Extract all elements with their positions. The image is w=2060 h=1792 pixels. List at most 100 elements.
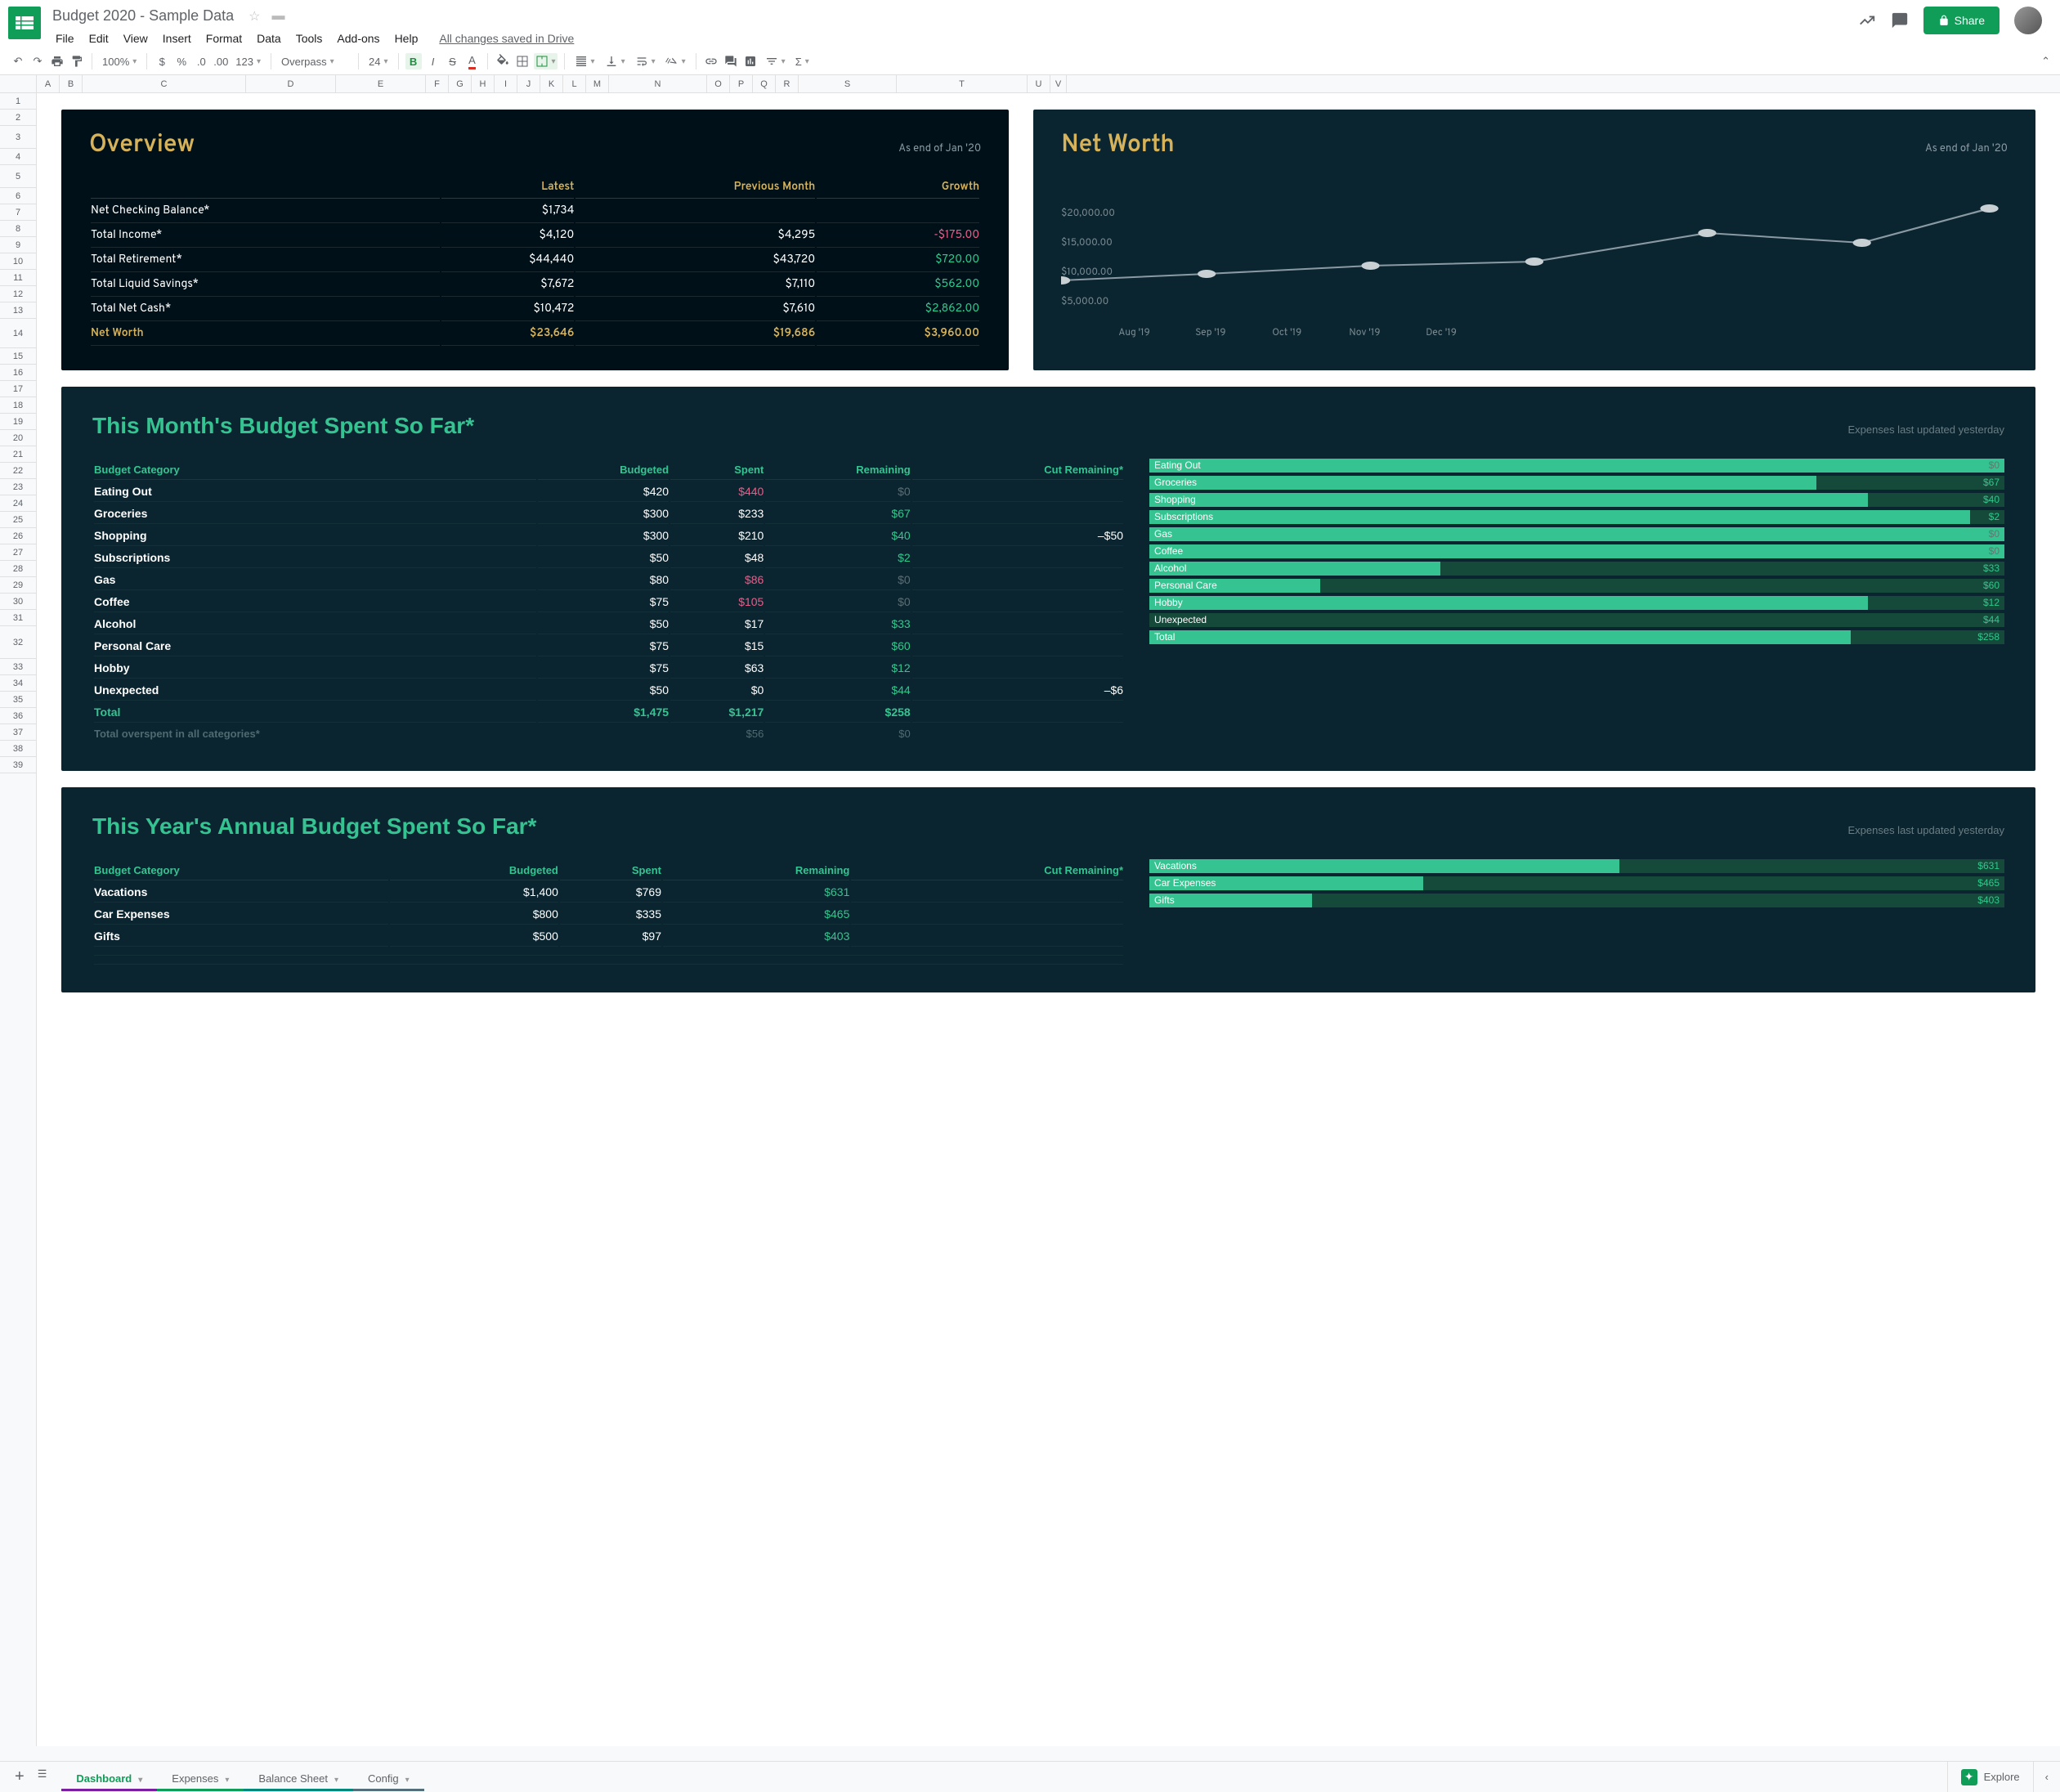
row-header-38[interactable]: 38 bbox=[0, 741, 36, 757]
col-header-S[interactable]: S bbox=[799, 75, 897, 92]
row-header-6[interactable]: 6 bbox=[0, 188, 36, 204]
comments-icon[interactable] bbox=[1891, 11, 1909, 29]
percent-icon[interactable]: % bbox=[173, 53, 190, 69]
row-header-34[interactable]: 34 bbox=[0, 675, 36, 692]
row-header-17[interactable]: 17 bbox=[0, 381, 36, 397]
row-header-15[interactable]: 15 bbox=[0, 348, 36, 365]
row-header-13[interactable]: 13 bbox=[0, 302, 36, 319]
col-header-J[interactable]: J bbox=[517, 75, 540, 92]
borders-button[interactable] bbox=[514, 53, 531, 69]
account-avatar[interactable] bbox=[2014, 7, 2042, 34]
redo-icon[interactable]: ↷ bbox=[29, 53, 46, 69]
strikethrough-button[interactable]: S bbox=[445, 53, 461, 69]
row-header-25[interactable]: 25 bbox=[0, 512, 36, 528]
col-header-I[interactable]: I bbox=[495, 75, 517, 92]
filter-button[interactable] bbox=[762, 53, 789, 69]
share-button[interactable]: Share bbox=[1923, 7, 2000, 34]
menu-edit[interactable]: Edit bbox=[83, 29, 115, 48]
activity-icon[interactable] bbox=[1858, 11, 1876, 29]
horizontal-align-button[interactable] bbox=[571, 53, 598, 69]
row-header-14[interactable]: 14 bbox=[0, 319, 36, 348]
insert-chart-icon[interactable] bbox=[742, 53, 759, 69]
drive-status[interactable]: All changes saved in Drive bbox=[432, 29, 580, 48]
insert-comment-icon[interactable] bbox=[723, 53, 739, 69]
font-dropdown[interactable]: Overpass bbox=[278, 54, 352, 69]
format-number-dropdown[interactable]: 123 bbox=[232, 54, 264, 69]
row-header-31[interactable]: 31 bbox=[0, 610, 36, 626]
text-rotation-button[interactable] bbox=[662, 53, 689, 69]
print-icon[interactable] bbox=[49, 53, 65, 69]
menu-format[interactable]: Format bbox=[199, 29, 249, 48]
col-header-R[interactable]: R bbox=[776, 75, 799, 92]
decrease-decimal-icon[interactable]: .0 bbox=[193, 53, 209, 69]
row-header-28[interactable]: 28 bbox=[0, 561, 36, 577]
row-header-20[interactable]: 20 bbox=[0, 430, 36, 446]
row-header-37[interactable]: 37 bbox=[0, 724, 36, 741]
row-header-23[interactable]: 23 bbox=[0, 479, 36, 495]
row-header-21[interactable]: 21 bbox=[0, 446, 36, 463]
col-header-M[interactable]: M bbox=[586, 75, 609, 92]
row-header-29[interactable]: 29 bbox=[0, 577, 36, 594]
undo-icon[interactable]: ↶ bbox=[10, 53, 26, 69]
increase-decimal-icon[interactable]: .00 bbox=[213, 53, 229, 69]
col-header-V[interactable]: V bbox=[1050, 75, 1067, 92]
row-header-18[interactable]: 18 bbox=[0, 397, 36, 414]
row-header-32[interactable]: 32 bbox=[0, 626, 36, 659]
currency-icon[interactable]: $ bbox=[154, 53, 170, 69]
col-header-A[interactable]: A bbox=[37, 75, 60, 92]
collapse-toolbar-icon[interactable]: ⌃ bbox=[2041, 55, 2050, 68]
menu-file[interactable]: File bbox=[49, 29, 81, 48]
sheet-tab-config[interactable]: Config bbox=[353, 1763, 424, 1791]
star-icon[interactable]: ☆ bbox=[249, 8, 260, 25]
all-sheets-icon[interactable]: ☰ bbox=[38, 1767, 47, 1786]
col-header-P[interactable]: P bbox=[730, 75, 753, 92]
side-panel-toggle[interactable]: ‹ bbox=[2033, 1762, 2060, 1792]
row-header-19[interactable]: 19 bbox=[0, 414, 36, 430]
row-header-27[interactable]: 27 bbox=[0, 544, 36, 561]
text-wrap-button[interactable] bbox=[632, 53, 659, 69]
row-header-10[interactable]: 10 bbox=[0, 253, 36, 270]
menu-help[interactable]: Help bbox=[388, 29, 425, 48]
col-header-U[interactable]: U bbox=[1028, 75, 1050, 92]
col-header-N[interactable]: N bbox=[609, 75, 707, 92]
row-header-36[interactable]: 36 bbox=[0, 708, 36, 724]
col-header-K[interactable]: K bbox=[540, 75, 563, 92]
sheet-tab-dashboard[interactable]: Dashboard bbox=[61, 1763, 157, 1791]
col-header-L[interactable]: L bbox=[563, 75, 586, 92]
col-header-O[interactable]: O bbox=[707, 75, 730, 92]
row-header-33[interactable]: 33 bbox=[0, 659, 36, 675]
row-header-2[interactable]: 2 bbox=[0, 110, 36, 126]
row-header-8[interactable]: 8 bbox=[0, 221, 36, 237]
col-header-E[interactable]: E bbox=[336, 75, 426, 92]
font-size-dropdown[interactable]: 24 bbox=[365, 54, 392, 69]
sheets-app-icon[interactable] bbox=[8, 7, 41, 39]
text-color-button[interactable]: A bbox=[464, 53, 481, 69]
row-header-9[interactable]: 9 bbox=[0, 237, 36, 253]
fill-color-button[interactable] bbox=[495, 53, 511, 69]
row-header-35[interactable]: 35 bbox=[0, 692, 36, 708]
col-header-B[interactable]: B bbox=[60, 75, 83, 92]
col-header-C[interactable]: C bbox=[83, 75, 246, 92]
row-header-7[interactable]: 7 bbox=[0, 204, 36, 221]
paint-format-icon[interactable] bbox=[69, 53, 85, 69]
row-header-12[interactable]: 12 bbox=[0, 286, 36, 302]
col-header-D[interactable]: D bbox=[246, 75, 336, 92]
sheet-area[interactable]: 1234567891011121314151617181920212223242… bbox=[0, 93, 2060, 1746]
document-title[interactable]: Budget 2020 - Sample Data bbox=[49, 7, 237, 25]
vertical-align-button[interactable] bbox=[602, 53, 629, 69]
menu-view[interactable]: View bbox=[117, 29, 154, 48]
menu-tools[interactable]: Tools bbox=[289, 29, 329, 48]
row-header-5[interactable]: 5 bbox=[0, 165, 36, 188]
menu-insert[interactable]: Insert bbox=[156, 29, 198, 48]
row-header-16[interactable]: 16 bbox=[0, 365, 36, 381]
row-header-22[interactable]: 22 bbox=[0, 463, 36, 479]
row-header-26[interactable]: 26 bbox=[0, 528, 36, 544]
sheet-tab-balance-sheet[interactable]: Balance Sheet bbox=[244, 1763, 353, 1791]
row-header-1[interactable]: 1 bbox=[0, 93, 36, 110]
row-header-4[interactable]: 4 bbox=[0, 149, 36, 165]
row-header-39[interactable]: 39 bbox=[0, 757, 36, 773]
italic-button[interactable]: I bbox=[425, 53, 441, 69]
insert-link-icon[interactable] bbox=[703, 53, 719, 69]
merge-cells-button[interactable] bbox=[534, 53, 558, 69]
functions-button[interactable]: Σ bbox=[792, 54, 813, 69]
